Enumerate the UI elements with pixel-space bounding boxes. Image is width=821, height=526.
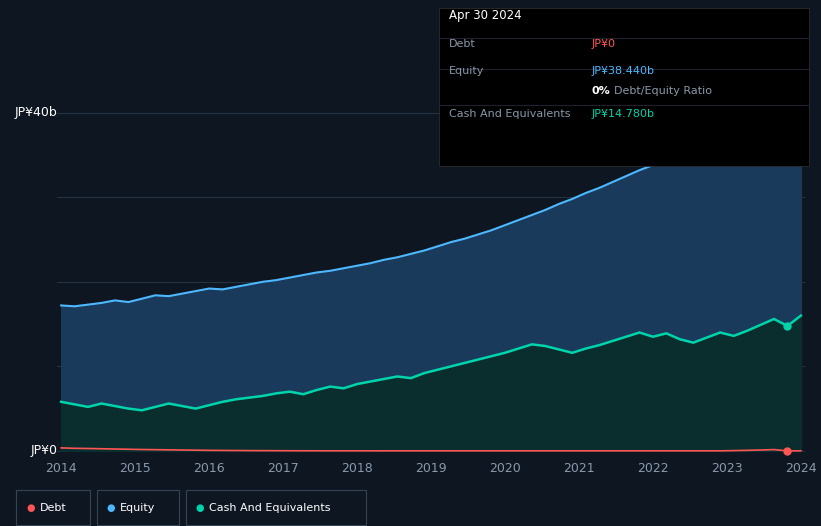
Text: Debt: Debt xyxy=(449,39,476,49)
Text: Equity: Equity xyxy=(449,66,484,76)
Text: JP¥14.780b: JP¥14.780b xyxy=(591,109,654,119)
Text: JP¥38.440b: JP¥38.440b xyxy=(591,66,654,76)
Text: JP¥40b: JP¥40b xyxy=(15,106,57,119)
Text: ●: ● xyxy=(195,502,204,513)
Text: 0%: 0% xyxy=(591,86,610,96)
Text: ●: ● xyxy=(107,502,115,513)
Text: JP¥0: JP¥0 xyxy=(30,444,57,458)
Text: Cash And Equivalents: Cash And Equivalents xyxy=(209,502,330,513)
Text: Equity: Equity xyxy=(120,502,155,513)
Text: Apr 30 2024: Apr 30 2024 xyxy=(449,9,521,23)
Text: Debt: Debt xyxy=(39,502,67,513)
Text: ●: ● xyxy=(26,502,34,513)
Text: JP¥0: JP¥0 xyxy=(591,39,615,49)
Text: Cash And Equivalents: Cash And Equivalents xyxy=(449,109,571,119)
Text: Debt/Equity Ratio: Debt/Equity Ratio xyxy=(614,86,712,96)
